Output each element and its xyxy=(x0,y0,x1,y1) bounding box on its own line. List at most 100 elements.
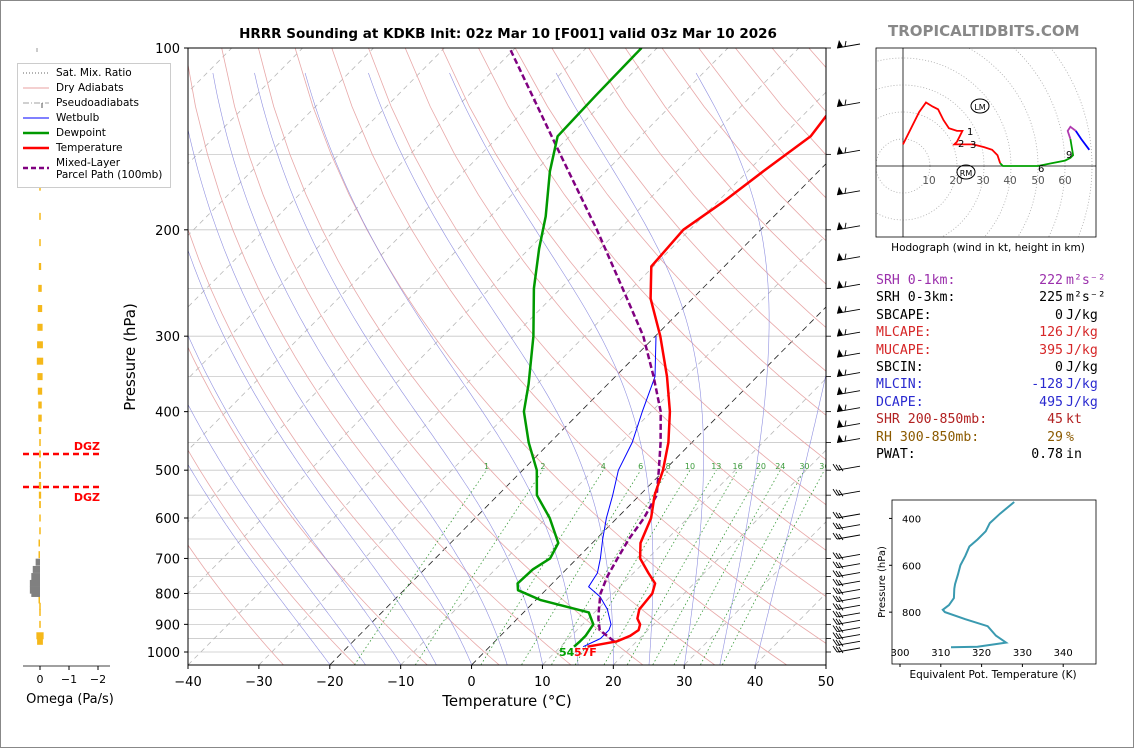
x-tick-label: 30 xyxy=(676,675,693,690)
wind-barb xyxy=(832,463,861,472)
dry-adiabat xyxy=(588,48,826,329)
pseudoadiabat xyxy=(188,403,366,665)
omega-bar xyxy=(38,539,40,547)
isotherm xyxy=(188,48,445,308)
parcel-path-line xyxy=(508,48,662,643)
dry-adiabat xyxy=(404,48,826,551)
wind-barb xyxy=(832,561,861,569)
param-row: SHR 200-850mb: 45 kt xyxy=(876,412,1082,428)
omega-bar xyxy=(39,450,41,458)
mixing-ratio-line xyxy=(480,469,604,665)
x-tick-label: 10 xyxy=(534,675,551,690)
legend-item: Wetbulb xyxy=(22,111,99,125)
dry-adiabat xyxy=(294,48,787,665)
legend-item: Dry Adiabats xyxy=(22,81,124,95)
param-row: DCAPE: 495 J/kg xyxy=(876,394,1098,410)
mixing-ratio-line xyxy=(626,469,738,665)
isotherm xyxy=(188,48,516,380)
wind-barb xyxy=(836,419,861,428)
omega-bar xyxy=(37,373,43,381)
pseudoadiabat xyxy=(368,72,614,665)
legend-swatch-temperature xyxy=(23,146,49,150)
dry-adiabat xyxy=(221,48,643,665)
param-row: MUCAPE: 395 J/kg xyxy=(876,342,1098,358)
legend-swatch-dewpoint xyxy=(23,131,49,135)
wind-barb xyxy=(832,645,861,654)
omega-bar xyxy=(37,341,43,349)
omega-bar xyxy=(37,387,43,395)
wind-barb xyxy=(836,328,861,337)
wind-barb xyxy=(832,511,861,520)
omega-panel: 0 −1 −2 Omega (Pa/s) DGZ DGZ xyxy=(23,48,114,707)
x-tick-label: 50 xyxy=(818,675,835,690)
legend-item: Mixed-Layer Parcel Path (100mb) xyxy=(22,157,162,185)
mixing-ratio-label: 2 xyxy=(540,462,545,471)
mixing-ratio-line xyxy=(722,470,825,665)
omega-bar xyxy=(39,608,41,616)
legend-swatch-pseudoadiabat xyxy=(23,102,49,108)
omega-bar xyxy=(39,514,41,522)
sounding-parameters: SRH 0-1km: 222 m²s⁻² SRH 0-3km: 225 m²s⁻² SB… xyxy=(876,272,1106,463)
skewt-xlabel: Temperature (°C) xyxy=(441,692,571,710)
y-tick-label: 100 xyxy=(155,42,180,57)
dewpoint-line xyxy=(516,48,643,648)
pseudoadiabat xyxy=(254,72,543,665)
omega-xtick: −1 xyxy=(61,673,77,686)
isotherm xyxy=(188,48,729,594)
wind-barb xyxy=(832,603,861,611)
pseudoadiabat xyxy=(304,72,579,665)
omega-bar xyxy=(38,481,42,489)
legend: Sat. Mix. Ratio Dry Adiabats Pseudoadiab… xyxy=(17,63,171,188)
dgz-label-top: DGZ xyxy=(74,440,100,453)
pseudoadiabat xyxy=(188,334,402,665)
y-tick-label: 200 xyxy=(155,224,180,239)
omega-bar xyxy=(38,596,40,604)
wind-barb xyxy=(836,221,861,231)
y-tick-label: 600 xyxy=(155,512,180,527)
legend-label: Pseudoadiabats xyxy=(56,97,139,109)
omega-bar xyxy=(39,461,41,469)
omega-xtick: −2 xyxy=(90,673,106,686)
wind-barb xyxy=(832,618,861,626)
x-tick-label: −40 xyxy=(174,675,201,690)
mixing-ratio-label: 36 xyxy=(819,462,829,471)
mixing-ratio-label: 8 xyxy=(666,462,671,471)
omega-bar xyxy=(36,357,44,365)
isotherm xyxy=(613,449,826,665)
skewt-ylabel: Pressure (hPa) xyxy=(121,303,139,411)
dry-adiabat xyxy=(258,48,715,665)
isotherm xyxy=(471,306,826,665)
temperature-line xyxy=(587,114,826,648)
legend-label: Dry Adiabats xyxy=(56,82,124,94)
dry-adiabat xyxy=(188,62,572,665)
param-row: SRH 0-1km: 222 m²s⁻² xyxy=(876,273,1106,288)
param-row: SBCAPE: 0 J/kg xyxy=(876,307,1098,323)
mixing-ratio-label: 20 xyxy=(756,462,766,471)
mixing-ratio-label: 1 xyxy=(484,462,489,471)
x-tick-label: 0 xyxy=(467,675,475,690)
surface-dewpoint-label: 54 xyxy=(559,646,575,659)
y-tick-label: 700 xyxy=(155,552,180,567)
wind-barb xyxy=(832,610,861,619)
legend-item: Pseudoadiabats xyxy=(22,96,139,110)
omega-bar xyxy=(39,501,41,509)
legend-label: Temperature xyxy=(56,142,123,154)
omega-bar xyxy=(39,439,41,447)
param-row: PWAT: 0.78 in xyxy=(876,446,1082,462)
omega-bar xyxy=(32,565,40,573)
omega-bar xyxy=(39,620,41,628)
wind-barb xyxy=(836,186,861,196)
legend-item: Dewpoint xyxy=(22,126,106,140)
wind-barb xyxy=(836,252,861,262)
omega-xlabel: Omega (Pa/s) xyxy=(26,692,114,707)
dry-adiabat xyxy=(368,48,826,597)
mixing-ratio-line xyxy=(551,469,669,665)
pseudoadiabat xyxy=(555,72,704,665)
omega-bar xyxy=(37,323,43,331)
mixing-ratio-line xyxy=(415,469,544,665)
dry-adiabat xyxy=(188,346,428,665)
isotherm xyxy=(684,521,826,665)
mixing-ratio-label: 4 xyxy=(601,462,606,471)
legend-swatch-dry-adiabat xyxy=(23,87,49,89)
